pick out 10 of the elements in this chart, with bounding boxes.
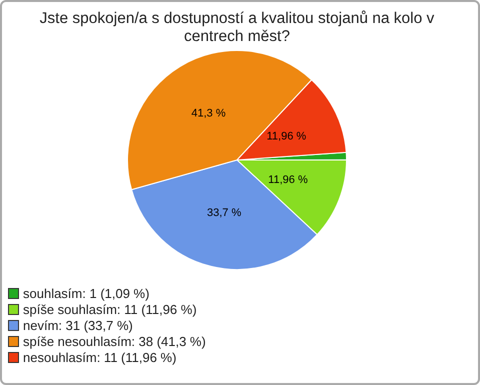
legend-label: spíše nesouhlasím: 38 (41,3 %)	[23, 334, 206, 348]
data-label: 41,3 %	[191, 107, 226, 120]
data-label: 33,7 %	[206, 207, 242, 220]
legend-label: spíše souhlasím: 11 (11,96 %)	[23, 302, 197, 316]
data-label: 11,96 %	[266, 130, 306, 142]
data-label: 11,96 %	[268, 174, 308, 186]
legend-label: nesouhlasím: 11 (11,96 %)	[23, 350, 176, 364]
legend-label: souhlasím: 1 (1,09 %)	[23, 286, 150, 300]
chart-title: Jste spokojen/a s dostupností a kvalitou stojanů na kolo v centrech měst?	[38, 10, 436, 46]
legend-label: nevím: 31 (33,7 %)	[23, 318, 133, 332]
